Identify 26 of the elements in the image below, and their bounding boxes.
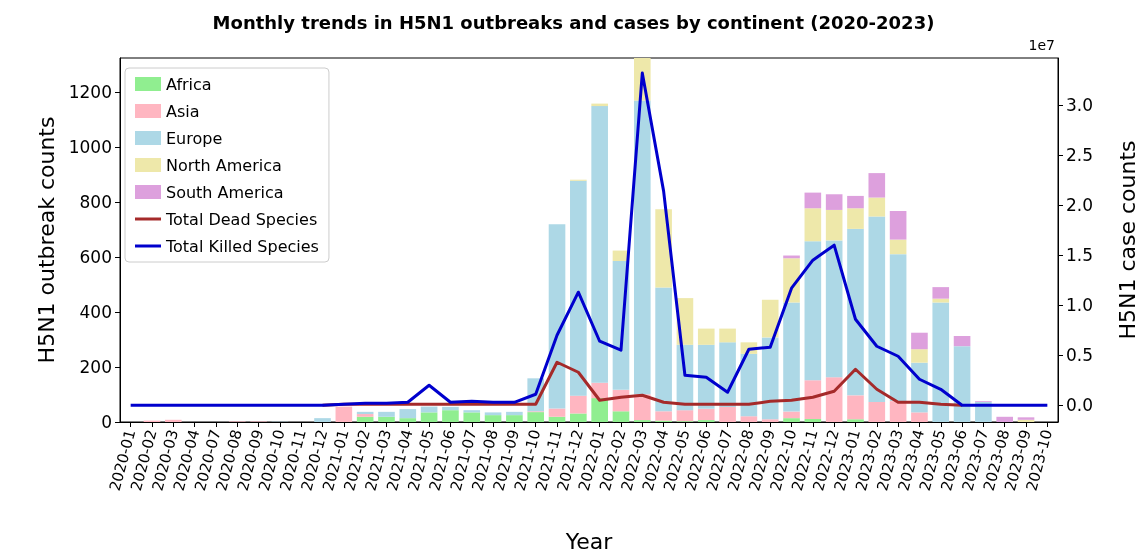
x-axis-title: Year: [564, 528, 614, 554]
legend-label: Europe: [166, 128, 223, 148]
y2-axis-title: H5N1 case counts: [1114, 140, 1140, 340]
y2-tick-label: 0.5: [1066, 345, 1094, 366]
y2-tick-label: 0.0: [1066, 395, 1094, 416]
y-tick-label: 0: [101, 412, 112, 432]
legend-label: Africa: [166, 74, 212, 94]
y2-tick-label: 1.0: [1066, 295, 1094, 316]
y2-tick-label: 1.5: [1066, 245, 1094, 266]
y-tick-label: 1200: [68, 82, 112, 103]
legend-label: South America: [166, 182, 284, 202]
y-tick-label: 800: [79, 192, 112, 213]
legend-label: Asia: [166, 101, 200, 121]
y-axis-title: H5N1 outbreak counts: [34, 116, 60, 364]
legend-label: North America: [166, 155, 282, 175]
y-tick-label: 400: [79, 302, 112, 323]
y2-tick-label: 2.0: [1066, 195, 1094, 216]
text: 1e7: [1028, 37, 1056, 53]
y2-tick-label: 2.5: [1066, 145, 1094, 166]
y-tick-label: 600: [79, 247, 112, 268]
y-tick-label: 200: [79, 357, 112, 378]
legend-label: Total Dead Species: [165, 209, 318, 229]
y2-tick-label: 3.0: [1066, 95, 1094, 116]
legend-label: Total Killed Species: [165, 236, 319, 256]
chart-title: Monthly trends in H5N1 outbreaks and cases by continent (2020-2023): [212, 11, 935, 33]
y-tick-label: 1000: [68, 137, 112, 158]
